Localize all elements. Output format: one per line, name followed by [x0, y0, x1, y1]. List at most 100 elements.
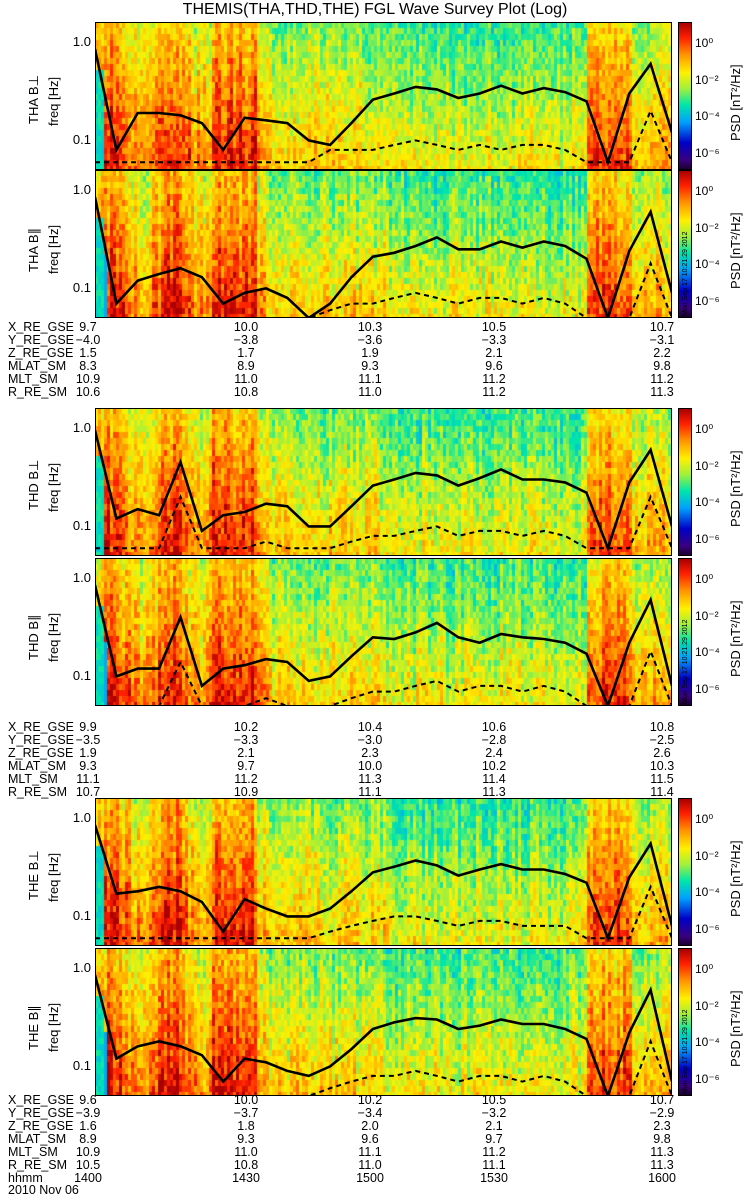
ephemeris-value: 11.3	[482, 785, 506, 799]
spectrogram-panel-the-para	[95, 948, 672, 1096]
ephemeris-value: 11.4	[482, 772, 506, 786]
dashed-trace-line	[95, 1038, 672, 1096]
spectrogram-overlay	[95, 824, 672, 942]
ephemeris-value: −3.3	[481, 333, 507, 347]
dashed-trace-line	[95, 108, 672, 164]
colorbar-tick-label: 10⁻⁴	[695, 1034, 720, 1049]
solid-trace-line	[95, 429, 672, 553]
ephemeris-row: R_RE_SM 10.7 10.9 11.1 11.3 11.4	[8, 786, 688, 799]
ephemeris-value: −3.4	[357, 1106, 383, 1120]
ephemeris-value: −3.0	[357, 733, 383, 747]
ephemeris-row: MLAT_SM 8.9 9.3 9.6 9.7 9.8	[8, 1133, 688, 1146]
y-tick-label: 1.0	[72, 960, 91, 976]
solid-trace-line	[95, 584, 672, 706]
colorbar	[678, 948, 692, 1096]
panel-label: THA B∥	[26, 227, 41, 272]
ephemeris-value: 10.9	[75, 1145, 101, 1159]
ephemeris-value: 10.4	[357, 720, 383, 734]
y-tick-label: 0.1	[72, 518, 91, 534]
ephemeris-value: 11.0	[234, 372, 258, 386]
spectrogram-heatmap	[95, 558, 672, 706]
ephemeris-value: −3.9	[75, 1106, 101, 1120]
ephemeris-label: MLAT_SM	[8, 1132, 67, 1146]
ephemeris-value: −2.8	[481, 733, 507, 747]
colorbar-tick-label: 10⁻²	[695, 221, 719, 236]
ephemeris-value: 2.3	[653, 1119, 671, 1133]
ephemeris-row: Z_RE_GSE 1.6 1.8 2.0 2.1 2.3	[8, 1120, 688, 1133]
ephemeris-table-tha: X_RE_GSE 9.7 10.0 10.3 10.5 10.7 Y_RE_GSE −4.0 −…	[8, 321, 688, 399]
ephemeris-value: −3.2	[481, 1106, 507, 1120]
ephemeris-value: 11.2	[234, 772, 258, 786]
ephemeris-value: 11.1	[482, 1158, 506, 1172]
ephemeris-value: 10.6	[481, 720, 507, 734]
ephemeris-value: 11.1	[358, 1145, 382, 1159]
colorbar-tick-label: 10⁰	[695, 572, 714, 587]
y-tick-label: 0.1	[72, 1058, 91, 1074]
ephemeris-row: Y_RE_GSE −4.0 −3.8 −3.6 −3.3 −3.1	[8, 334, 688, 347]
ephemeris-value: 9.3	[79, 759, 97, 773]
ephemeris-row: R_RE_SM 10.5 10.8 11.0 11.1 11.3	[8, 1159, 688, 1172]
ephemeris-label: X_RE_GSE	[8, 320, 75, 334]
ephemeris-value: 1.8	[237, 1119, 255, 1133]
ephemeris-label: X_RE_GSE	[8, 1093, 75, 1107]
ephemeris-value: 1.7	[237, 346, 255, 360]
ephemeris-value: 9.6	[79, 1093, 97, 1107]
colorbar-tick-label: 10⁻²	[695, 459, 719, 474]
y-tick-label: 1.0	[72, 420, 91, 436]
ephemeris-value: 2.1	[485, 1119, 503, 1133]
spectrogram-heatmap	[95, 948, 672, 1096]
ephemeris-row: MLT_SM 10.9 11.0 11.1 11.2 11.3	[8, 1146, 688, 1159]
ephemeris-row: MLAT_SM 9.3 9.7 10.0 10.2 10.3	[8, 760, 688, 773]
spectrogram-panel-the-perp	[95, 798, 672, 946]
y-tick-label: 1.0	[72, 34, 91, 50]
ephemeris-value: 1.9	[361, 346, 379, 360]
ephemeris-value: 11.3	[650, 1145, 674, 1159]
colorbar-tick-label: 10⁻⁶	[695, 1071, 720, 1086]
ephemeris-value: 10.7	[75, 785, 101, 799]
ephemeris-label: Z_RE_GSE	[8, 1119, 74, 1133]
colorbar-label: PSD [nT²/Hz]	[728, 600, 743, 677]
ephemeris-value: 2.4	[485, 746, 503, 760]
ephemeris-value: 1.9	[79, 746, 97, 760]
spectrogram-overlay	[95, 974, 672, 1096]
ephemeris-value: 9.6	[361, 1132, 379, 1146]
ephemeris-value: 10.8	[233, 385, 259, 399]
ephemeris-row: Y_RE_GSE −3.5 −3.3 −3.0 −2.8 −2.5	[8, 734, 688, 747]
y-tick-label: 1.0	[72, 810, 91, 826]
ephemeris-value: 8.3	[79, 359, 97, 373]
colorbar-tick-label: 10⁻⁴	[695, 494, 720, 509]
ephemeris-value: 2.3	[361, 746, 379, 760]
colorbar-tick-label: 10⁻⁴	[695, 644, 720, 659]
y-tick-label: 0.1	[72, 908, 91, 924]
y-tick-label: 1.0	[72, 182, 91, 198]
ephemeris-value: 11.3	[358, 772, 382, 786]
ephemeris-label: hhmm	[8, 1171, 43, 1185]
ephemeris-row: X_RE_GSE 9.6 10.0 10.2 10.5 10.7	[8, 1094, 688, 1107]
ephemeris-value: 9.3	[237, 1132, 255, 1146]
y-axis-label: freq [Hz]	[46, 612, 61, 662]
ephemeris-label: MLAT_SM	[8, 359, 67, 373]
ephemeris-value: 9.7	[237, 759, 255, 773]
ephemeris-label: Z_RE_GSE	[8, 746, 74, 760]
solid-trace-line	[95, 824, 672, 942]
ephemeris-row: hhmm 1400 1430 1500 1530 1600	[8, 1172, 688, 1185]
ephemeris-value: 11.1	[358, 372, 382, 386]
colorbar-tick-label: 10⁰	[695, 422, 714, 437]
ephemeris-label: MLT_SM	[8, 772, 58, 786]
ephemeris-value: 9.8	[653, 359, 671, 373]
colorbar-tick-label: 10⁻⁴	[695, 108, 720, 123]
y-axis-label: freq [Hz]	[46, 224, 61, 274]
timestamp-stamp: Mon Sep 17 10:21:29 2012	[682, 1009, 689, 1094]
date-label: 2010 Nov 06	[8, 1183, 79, 1197]
ephemeris-value: 8.9	[237, 359, 255, 373]
spectrogram-panel-thd-perp	[95, 408, 672, 556]
spectrogram-panel-tha-perp	[95, 22, 672, 170]
ephemeris-value: 10.6	[75, 385, 101, 399]
ephemeris-value: 1.5	[79, 346, 97, 360]
colorbar-tick-label: 10⁰	[695, 36, 714, 51]
ephemeris-row: X_RE_GSE 9.9 10.2 10.4 10.6 10.8	[8, 721, 688, 734]
panel-label: THD B∥	[26, 614, 41, 661]
ephemeris-value: 9.7	[79, 320, 97, 334]
y-axis-label: freq [Hz]	[46, 462, 61, 512]
ephemeris-value: −3.8	[233, 333, 259, 347]
